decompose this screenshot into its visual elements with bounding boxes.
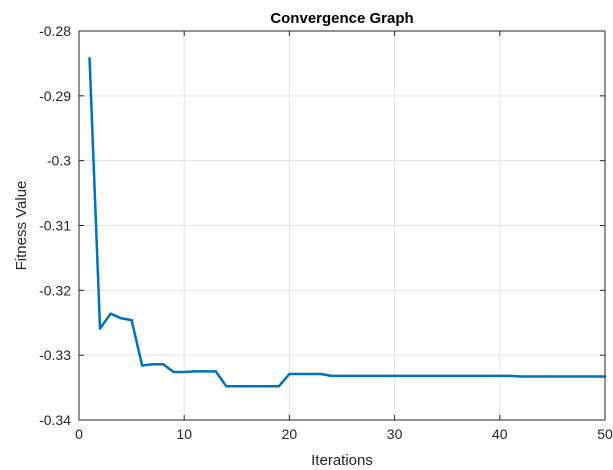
chart-title: Convergence Graph	[270, 10, 413, 27]
x-tick-label: 50	[597, 426, 613, 442]
series-line	[88, 58, 605, 388]
data-point	[235, 385, 238, 388]
data-point	[204, 370, 207, 373]
y-tick-label: -0.33	[39, 347, 71, 363]
data-point	[435, 374, 438, 378]
data-point	[277, 385, 281, 388]
data-point	[256, 385, 260, 388]
data-point	[319, 372, 323, 376]
x-tick-label: 30	[387, 426, 403, 442]
data-point	[214, 370, 217, 373]
x-tick-label: 10	[176, 426, 192, 442]
data-point	[456, 374, 459, 378]
y-tick-label: -0.32	[39, 282, 71, 298]
data-point	[288, 372, 291, 376]
data-point	[424, 374, 428, 378]
data-point	[414, 374, 417, 378]
data-point	[183, 370, 186, 374]
data-point	[88, 57, 91, 60]
data-point	[161, 363, 165, 366]
x-axis-label: Iterations	[311, 452, 373, 469]
y-tick-label: -0.31	[39, 218, 71, 234]
data-point	[130, 318, 133, 322]
data-point	[519, 375, 523, 378]
x-tick-label: 40	[492, 426, 508, 442]
axis-ticks: 0 10 20 30 40 50 -0.28 -0.29 -0.3 -0.31 -0.32 -0.33…	[39, 23, 613, 442]
data-point	[330, 374, 333, 378]
axes-box	[78, 30, 606, 421]
data-point	[309, 372, 312, 376]
data-point	[172, 370, 175, 374]
data-point	[582, 375, 586, 378]
grid-lines	[78, 30, 606, 421]
data-point	[498, 374, 501, 378]
data-point	[109, 312, 112, 315]
y-axis-label: Fitness Value	[13, 181, 30, 271]
data-point	[298, 372, 302, 376]
data-point	[98, 327, 102, 330]
y-tick-label: -0.34	[39, 412, 71, 428]
y-tick-label: -0.29	[39, 88, 71, 104]
y-tick-label: -0.28	[39, 23, 71, 39]
y-tick-label: -0.3	[47, 153, 71, 169]
data-point	[530, 375, 533, 378]
data-point	[140, 364, 144, 367]
data-point	[193, 370, 196, 373]
data-point	[393, 374, 396, 378]
data-point	[267, 385, 270, 388]
x-tick-label: 20	[282, 426, 298, 442]
data-point	[540, 375, 544, 378]
series-layer	[88, 57, 607, 388]
data-point	[351, 374, 354, 378]
data-point	[246, 385, 249, 388]
data-point	[509, 374, 512, 378]
x-tick-label: 0	[75, 426, 83, 442]
data-point	[467, 374, 470, 378]
data-point	[561, 375, 565, 378]
data-point	[446, 374, 449, 378]
data-point	[225, 385, 228, 388]
data-point	[593, 375, 596, 378]
data-point	[151, 363, 154, 366]
data-point	[551, 375, 554, 378]
data-point	[477, 374, 480, 378]
data-point	[372, 374, 375, 378]
data-point	[340, 374, 344, 378]
data-point	[361, 374, 365, 378]
data-point	[488, 374, 491, 378]
data-point	[403, 374, 407, 378]
data-point	[572, 375, 575, 378]
data-point	[119, 317, 123, 320]
data-point	[382, 374, 386, 378]
